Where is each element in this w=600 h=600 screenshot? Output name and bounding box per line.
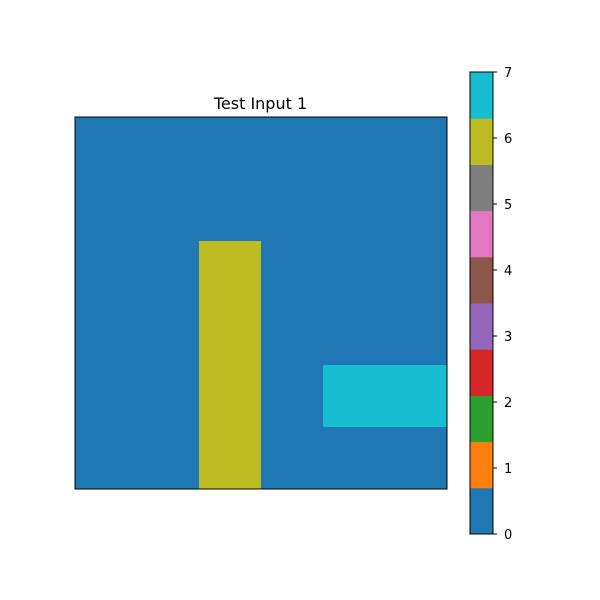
heatmap-cell [323, 365, 386, 428]
colorbar-segment [470, 303, 493, 350]
heatmap-grid [75, 117, 448, 490]
heatmap-cell [385, 241, 448, 304]
heatmap-cell [261, 117, 324, 180]
heatmap-cell [199, 179, 262, 242]
heatmap-cell [75, 117, 138, 180]
heatmap-cell [323, 427, 386, 490]
colorbar-tick-label: 6 [504, 132, 512, 147]
chart-title: Test Input 1 [213, 94, 307, 113]
heatmap-cell [75, 365, 138, 428]
colorbar-ticks: 0 1 2 3 4 5 6 7 [493, 66, 512, 543]
heatmap-cell [385, 117, 448, 180]
colorbar [470, 72, 493, 535]
colorbar-tick-label: 3 [504, 330, 512, 345]
heatmap-cell [261, 179, 324, 242]
heatmap-cell [385, 427, 448, 490]
heatmap-cell [385, 179, 448, 242]
colorbar-segment [470, 395, 493, 443]
heatmap-cell [261, 427, 324, 490]
heatmap-cell [199, 117, 262, 180]
colorbar-segment [470, 118, 493, 165]
colorbar-tick-label: 1 [504, 462, 512, 477]
heatmap-cell [137, 303, 200, 366]
colorbar-segment [470, 487, 493, 535]
heatmap-cell [75, 303, 138, 366]
colorbar-tick-label: 5 [504, 198, 512, 213]
heatmap-cell [385, 365, 448, 428]
colorbar-tick-label: 4 [504, 264, 512, 279]
heatmap-cell [137, 117, 200, 180]
heatmap-cell [323, 241, 386, 304]
heatmap-cell [137, 365, 200, 428]
colorbar-tick-label: 2 [504, 396, 512, 411]
colorbar-segment [470, 256, 493, 304]
heatmap-cell [75, 427, 138, 490]
colorbar-segment [470, 441, 493, 489]
heatmap-cell [199, 241, 262, 304]
heatmap-cell [323, 117, 386, 180]
colorbar-frame [469, 71, 494, 535]
heatmap-cell [199, 365, 262, 428]
colorbar-tick-label: 0 [504, 528, 512, 543]
heatmap-cell [137, 241, 200, 304]
colorbar-tick-label: 7 [504, 66, 512, 81]
colorbar-segment [470, 349, 493, 396]
heatmap-cell [75, 241, 138, 304]
heatmap-frame [74, 116, 448, 490]
colorbar-segment [470, 164, 493, 212]
heatmap-cell [261, 241, 324, 304]
colorbar-segment [470, 72, 493, 119]
heatmap-cell [323, 179, 386, 242]
heatmap-cell [261, 303, 324, 366]
heatmap-cell [199, 303, 262, 366]
colorbar-segment [470, 210, 493, 258]
heatmap-cell [261, 365, 324, 428]
heatmap-cell [137, 427, 200, 490]
heatmap-cell [199, 427, 262, 490]
heatmap-cell [385, 303, 448, 366]
heatmap-cell [323, 303, 386, 366]
heatmap-cell [75, 179, 138, 242]
heatmap-cell [137, 179, 200, 242]
